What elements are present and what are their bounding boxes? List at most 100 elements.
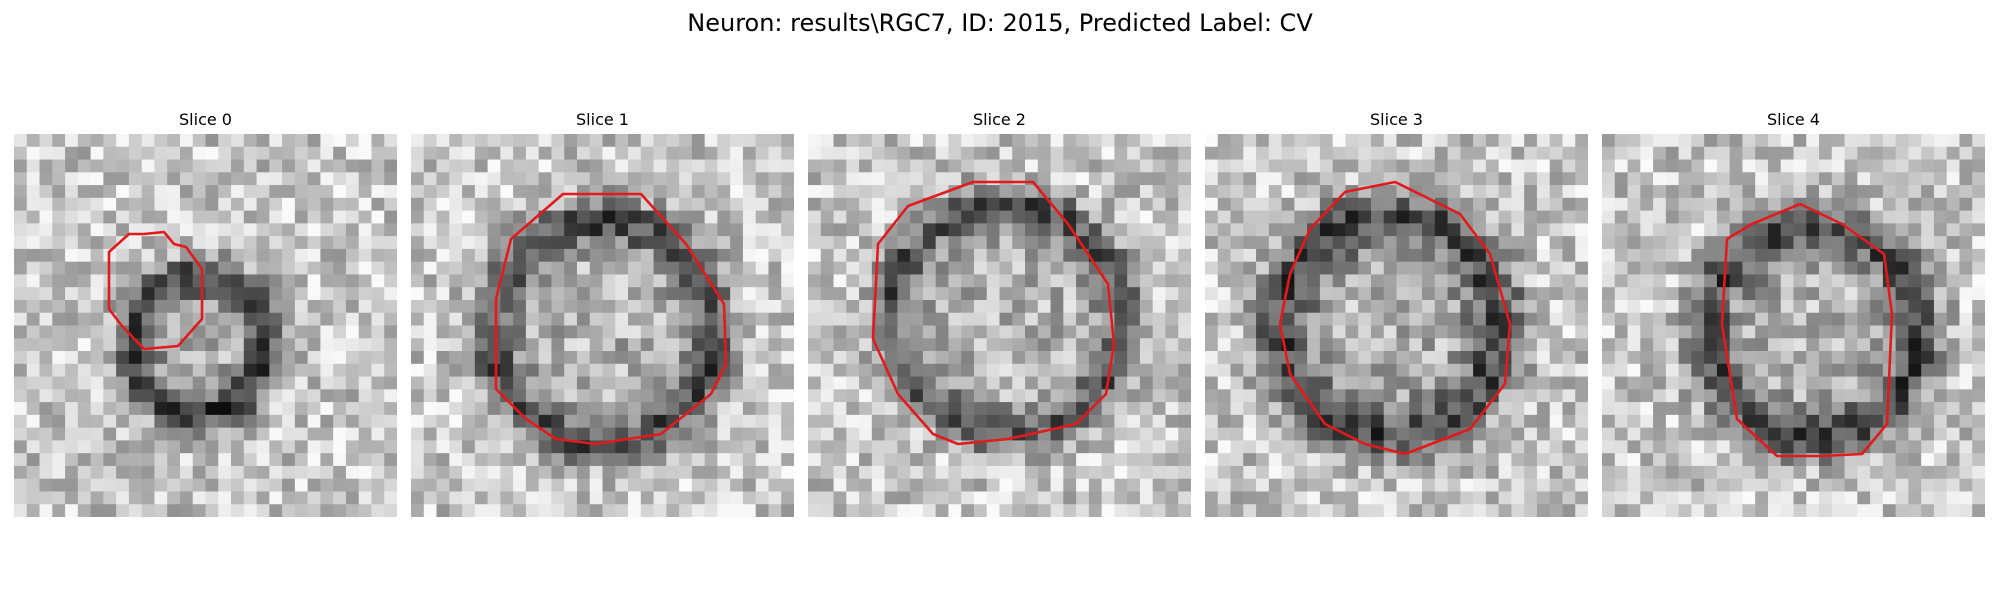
pixel-cell bbox=[256, 274, 270, 288]
pixel-cell bbox=[90, 491, 104, 505]
pixel-cell bbox=[833, 172, 847, 186]
pixel-cell bbox=[1536, 248, 1551, 263]
pixel-cell bbox=[243, 274, 258, 288]
pixel-cell bbox=[589, 134, 603, 148]
pixel-cell bbox=[1139, 287, 1154, 301]
pixel-cell bbox=[922, 478, 937, 492]
pixel-cell bbox=[1101, 440, 1115, 454]
pixel-cell bbox=[1742, 146, 1756, 161]
pixel-cell bbox=[1345, 338, 1359, 352]
pixel-cell bbox=[846, 465, 860, 480]
pixel-cell bbox=[141, 146, 155, 161]
pixel-cell bbox=[1831, 299, 1846, 314]
pixel-cell bbox=[1921, 453, 1935, 467]
pixel-cell bbox=[1256, 236, 1270, 250]
pixel-cell bbox=[1063, 299, 1077, 314]
pixel-cell bbox=[474, 427, 489, 441]
pixel-cell bbox=[1345, 504, 1359, 517]
pixel-cell bbox=[1396, 478, 1410, 492]
pixel-cell bbox=[333, 325, 347, 339]
pixel-cell bbox=[564, 389, 578, 403]
pixel-cell bbox=[1895, 299, 1909, 314]
pixel-cell bbox=[1088, 325, 1103, 339]
pixel-cell bbox=[846, 299, 860, 314]
pixel-cell bbox=[1230, 185, 1244, 199]
pixel-cell bbox=[192, 363, 206, 378]
pixel-cell bbox=[167, 402, 181, 416]
pixel-cell bbox=[820, 504, 835, 517]
pixel-cell bbox=[243, 427, 258, 441]
pixel-cell bbox=[922, 402, 937, 416]
pixel-cell bbox=[1294, 287, 1308, 301]
pixel-cell bbox=[922, 172, 937, 186]
pixel-cell bbox=[1281, 376, 1295, 390]
pixel-cell bbox=[218, 236, 232, 250]
pixel-cell bbox=[679, 146, 693, 161]
pixel-cell bbox=[1511, 248, 1525, 263]
pixel-cell bbox=[1268, 414, 1283, 429]
pixel-cell bbox=[1665, 453, 1680, 467]
pixel-cell bbox=[371, 351, 385, 365]
pixel-cell bbox=[1243, 402, 1257, 416]
pixel-cell bbox=[833, 185, 847, 199]
pixel-cell bbox=[1076, 376, 1090, 390]
pixel-cell bbox=[1256, 440, 1270, 454]
pixel-cell bbox=[1152, 325, 1166, 339]
pixel-cell bbox=[1268, 491, 1283, 505]
pixel-cell bbox=[1959, 159, 1973, 173]
pixel-cell bbox=[1729, 325, 1743, 339]
pixel-cell bbox=[1844, 351, 1858, 365]
pixel-cell bbox=[986, 274, 1000, 288]
pixel-cell bbox=[500, 338, 514, 352]
pixel-cell bbox=[218, 248, 232, 263]
pixel-cell bbox=[1447, 185, 1461, 199]
pixel-cell bbox=[897, 274, 911, 288]
pixel-cell bbox=[1165, 363, 1179, 378]
pixel-cell bbox=[154, 389, 168, 403]
pixel-cell bbox=[1959, 223, 1973, 237]
pixel-cell bbox=[1485, 312, 1500, 326]
pixel-cell bbox=[1640, 185, 1654, 199]
pixel-cell bbox=[961, 185, 975, 199]
pixel-cell bbox=[1165, 236, 1179, 250]
pixel-cell bbox=[846, 491, 860, 505]
pixel-cell bbox=[538, 299, 552, 314]
pixel-cell bbox=[1946, 504, 1960, 517]
pixel-cell bbox=[704, 261, 718, 275]
pixel-cell bbox=[1422, 274, 1436, 288]
pixel-cell bbox=[1127, 223, 1141, 237]
pixel-cell bbox=[1870, 325, 1884, 339]
pixel-cell bbox=[294, 185, 309, 199]
pixel-cell bbox=[307, 453, 321, 467]
pixel-cell bbox=[897, 504, 911, 517]
pixel-cell bbox=[26, 185, 41, 199]
pixel-cell bbox=[961, 299, 975, 314]
pixel-cell bbox=[371, 338, 385, 352]
pixel-cell bbox=[1767, 236, 1782, 250]
pixel-cell bbox=[922, 465, 937, 480]
pixel-cell bbox=[500, 414, 514, 429]
pixel-cell bbox=[358, 261, 372, 275]
pixel-cell bbox=[192, 159, 206, 173]
pixel-cell bbox=[961, 427, 975, 441]
pixel-cell bbox=[1819, 478, 1833, 492]
pixel-cell bbox=[1294, 312, 1308, 326]
pixel-cell bbox=[1959, 236, 1973, 250]
pixel-cell bbox=[116, 287, 130, 301]
pixel-cell bbox=[730, 440, 744, 454]
pixel-cell bbox=[1358, 478, 1372, 492]
pixel-cell bbox=[1806, 159, 1820, 173]
pixel-cell bbox=[846, 146, 860, 161]
pixel-cell bbox=[602, 465, 616, 480]
pixel-cell bbox=[704, 223, 718, 237]
pixel-cell bbox=[653, 363, 667, 378]
pixel-cell bbox=[1050, 172, 1064, 186]
pixel-cell bbox=[294, 223, 309, 237]
pixel-cell bbox=[231, 172, 245, 186]
pixel-cell bbox=[1653, 146, 1667, 161]
pixel-cell bbox=[1473, 504, 1487, 517]
pixel-cell bbox=[935, 146, 949, 161]
pixel-cell bbox=[589, 389, 603, 403]
pixel-cell bbox=[781, 478, 794, 492]
pixel-cell bbox=[1012, 478, 1026, 492]
